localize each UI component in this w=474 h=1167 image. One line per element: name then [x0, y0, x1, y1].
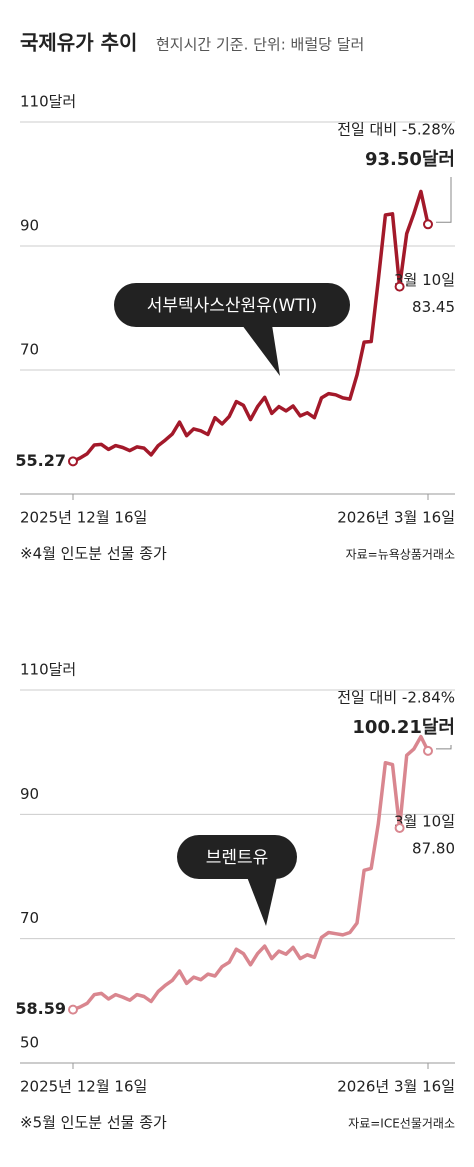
- y-tick-label: 110달러: [20, 93, 76, 111]
- x-tick-label: 2026년 3월 16일: [337, 1078, 455, 1096]
- value-label: 93.50달러: [365, 149, 455, 170]
- chart-title: 국제유가 추이: [20, 31, 137, 55]
- y-tick-label: 90: [20, 785, 39, 803]
- value-label: 100.21달러: [352, 717, 455, 738]
- legend-label: 서부텍사스산원유(WTI): [147, 296, 318, 316]
- x-tick-label: 2025년 12월 16일: [20, 509, 147, 527]
- leader-line: [436, 177, 452, 223]
- line-series: [72, 734, 430, 1012]
- callout-pointer: [242, 325, 280, 376]
- y-tick-label: 90: [20, 217, 39, 235]
- source: 자료=ICE선물거래소: [348, 1117, 455, 1131]
- x-tick-label: 2026년 3월 16일: [337, 509, 455, 527]
- point-date-label: 3월 10일: [394, 271, 455, 289]
- y-tick-label: 70: [20, 909, 39, 927]
- legend-label: 브렌트유: [206, 848, 269, 868]
- callout-box: [114, 283, 350, 327]
- change-label: 전일 대비 -2.84%: [337, 689, 455, 707]
- value-label: 83.45: [412, 298, 455, 316]
- value-label: 58.59: [15, 999, 66, 1018]
- point-marker: [394, 281, 405, 292]
- callout-pointer: [247, 877, 277, 926]
- y-tick-label: 50: [20, 1034, 39, 1052]
- point-marker: [423, 745, 433, 756]
- note: ※5월 인도분 선물 종가: [20, 1114, 167, 1132]
- value-label: 87.80: [412, 840, 455, 858]
- line-series: [72, 189, 430, 463]
- point-marker: [423, 219, 433, 230]
- point-date-label: 3월 10일: [394, 813, 455, 831]
- point-marker: [68, 456, 78, 467]
- callout-box: [177, 835, 297, 879]
- source: 자료=뉴욕상품거래소: [346, 548, 455, 562]
- value-label: 55.27: [15, 451, 66, 470]
- leader-line: [436, 745, 452, 750]
- point-marker: [394, 823, 405, 834]
- chart-subtitle: 현지시간 기준. 단위: 배럴당 달러: [156, 36, 364, 54]
- point-marker: [68, 1004, 78, 1015]
- x-tick-label: 2025년 12월 16일: [20, 1078, 147, 1096]
- y-tick-label: 70: [20, 341, 39, 359]
- y-tick-label: 110달러: [20, 661, 76, 679]
- note: ※4월 인도분 선물 종가: [20, 545, 167, 563]
- change-label: 전일 대비 -5.28%: [337, 121, 455, 139]
